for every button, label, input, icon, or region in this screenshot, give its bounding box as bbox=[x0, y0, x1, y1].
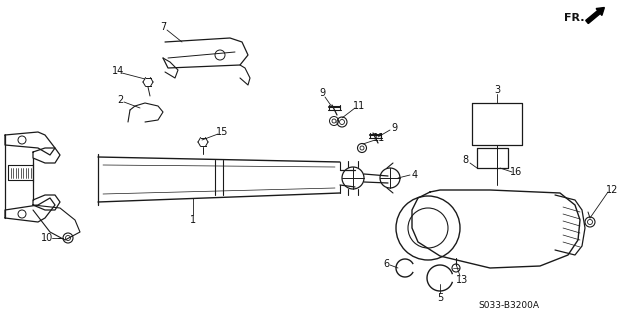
Text: 9: 9 bbox=[319, 88, 325, 98]
Text: 16: 16 bbox=[510, 167, 522, 177]
Text: 9: 9 bbox=[391, 123, 397, 133]
Text: 3: 3 bbox=[494, 85, 500, 95]
Text: 11: 11 bbox=[373, 133, 385, 143]
Text: 12: 12 bbox=[606, 185, 618, 195]
Text: FR.: FR. bbox=[564, 13, 584, 23]
Text: 14: 14 bbox=[112, 66, 124, 76]
FancyArrow shape bbox=[586, 8, 604, 24]
Text: 10: 10 bbox=[41, 233, 53, 243]
Text: 5: 5 bbox=[437, 293, 443, 303]
Text: 7: 7 bbox=[160, 22, 166, 32]
Text: 15: 15 bbox=[216, 127, 228, 137]
Text: 4: 4 bbox=[412, 170, 418, 180]
Text: 6: 6 bbox=[383, 259, 389, 269]
Text: 8: 8 bbox=[462, 155, 468, 165]
Text: 11: 11 bbox=[353, 101, 365, 111]
Text: 2: 2 bbox=[117, 95, 123, 105]
Text: 13: 13 bbox=[456, 275, 468, 285]
Text: S033-B3200A: S033-B3200A bbox=[478, 300, 539, 309]
Text: 1: 1 bbox=[190, 215, 196, 225]
